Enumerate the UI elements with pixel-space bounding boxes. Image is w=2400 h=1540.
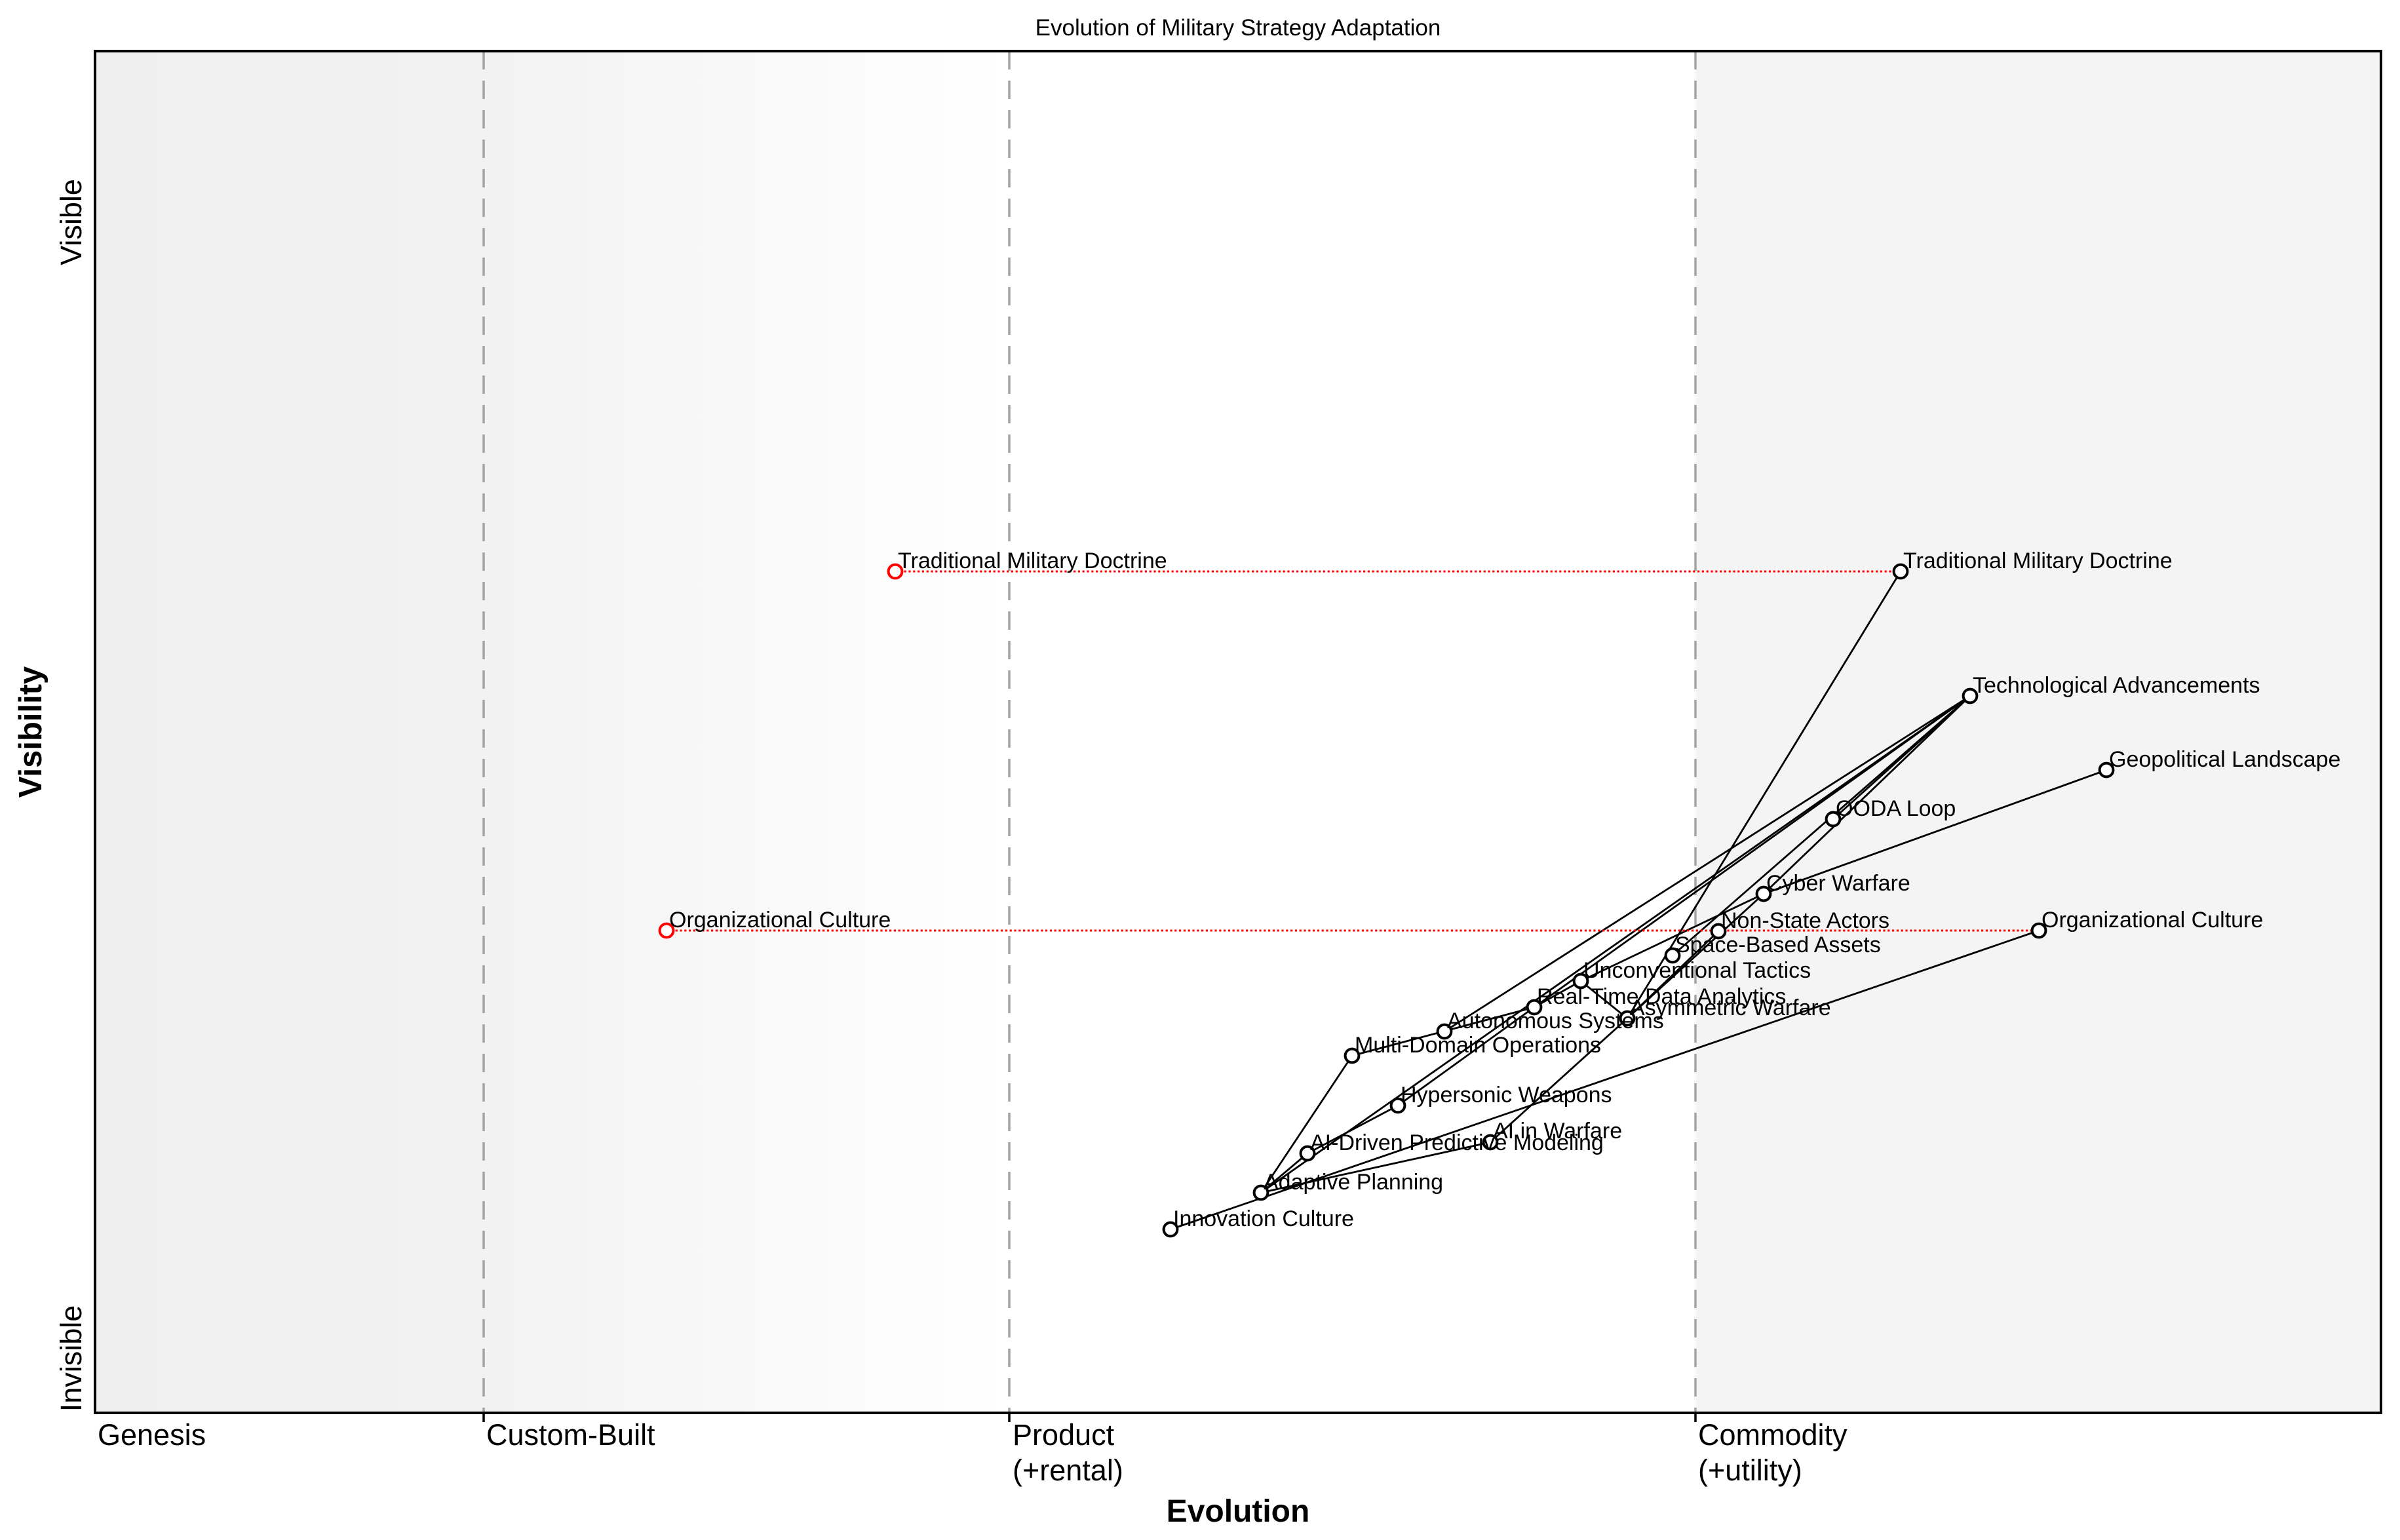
svg-text:Multi-Domain Operations: Multi-Domain Operations bbox=[1355, 1033, 1601, 1058]
svg-text:Evolution of Military Strategy: Evolution of Military Strategy Adaptatio… bbox=[1035, 15, 1441, 41]
svg-text:Adaptive Planning: Adaptive Planning bbox=[1264, 1170, 1443, 1195]
svg-text:Commodity: Commodity bbox=[1698, 1418, 1848, 1452]
svg-text:Genesis: Genesis bbox=[98, 1418, 206, 1452]
svg-text:AI-Driven Predictive Modeling: AI-Driven Predictive Modeling bbox=[1310, 1130, 1604, 1155]
svg-text:Invisible: Invisible bbox=[54, 1305, 88, 1412]
svg-text:OODA Loop: OODA Loop bbox=[1836, 796, 1956, 821]
svg-text:Technological Advancements: Technological Advancements bbox=[1973, 673, 2260, 698]
svg-text:Product: Product bbox=[1013, 1418, 1115, 1452]
svg-text:Organizational Culture: Organizational Culture bbox=[669, 908, 891, 933]
svg-text:Organizational Culture: Organizational Culture bbox=[2042, 908, 2263, 933]
svg-text:Space-Based Assets: Space-Based Assets bbox=[1675, 933, 1881, 957]
svg-text:Custom-Built: Custom-Built bbox=[486, 1418, 655, 1452]
svg-text:Evolution: Evolution bbox=[1167, 1494, 1310, 1529]
svg-text:Non-State Actors: Non-State Actors bbox=[1721, 908, 1889, 933]
svg-text:Traditional Military Doctrine: Traditional Military Doctrine bbox=[898, 549, 1167, 573]
svg-text:AI in Warfare: AI in Warfare bbox=[1493, 1119, 1622, 1144]
svg-text:(+utility): (+utility) bbox=[1698, 1453, 1802, 1487]
svg-text:Visibility: Visibility bbox=[13, 666, 48, 798]
svg-text:(+rental): (+rental) bbox=[1013, 1453, 1123, 1487]
svg-text:Visible: Visible bbox=[54, 179, 88, 265]
svg-text:Unconventional Tactics: Unconventional Tactics bbox=[1583, 958, 1811, 983]
svg-text:Innovation Culture: Innovation Culture bbox=[1173, 1206, 1354, 1231]
svg-text:Cyber Warfare: Cyber Warfare bbox=[1766, 871, 1910, 896]
svg-text:Real-Time Data Analytics: Real-Time Data Analytics bbox=[1537, 984, 1786, 1009]
svg-text:Hypersonic Weapons: Hypersonic Weapons bbox=[1401, 1083, 1612, 1107]
svg-text:Asymmetric Warfare: Asymmetric Warfare bbox=[1630, 995, 1831, 1020]
svg-text:Traditional Military Doctrine: Traditional Military Doctrine bbox=[1903, 549, 2173, 573]
svg-text:Autonomous Systems: Autonomous Systems bbox=[1447, 1009, 1664, 1033]
svg-text:Geopolitical Landscape: Geopolitical Landscape bbox=[2109, 747, 2340, 772]
